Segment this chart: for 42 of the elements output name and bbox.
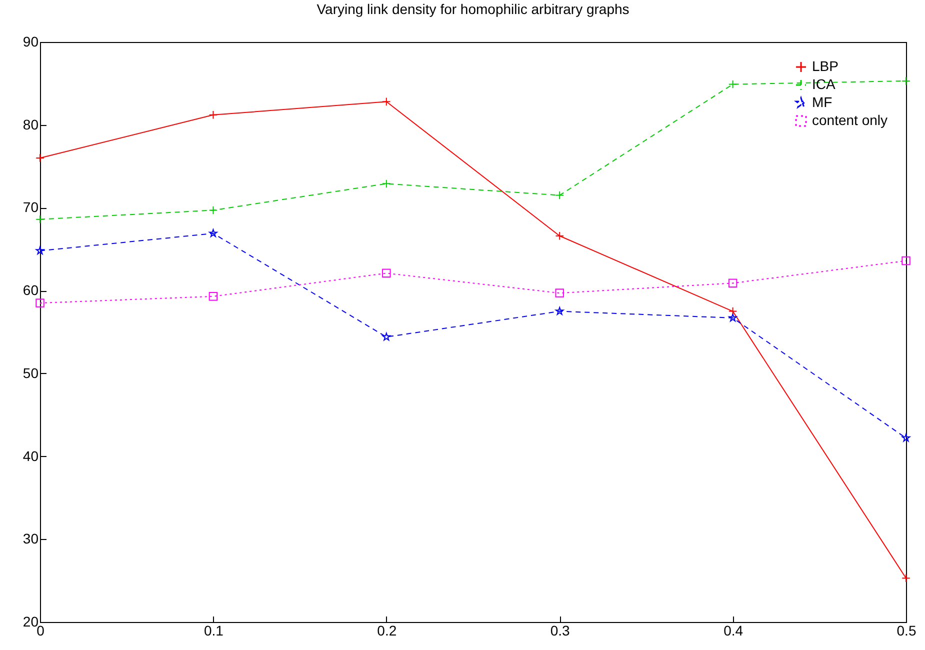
legend-label: ICA (812, 76, 836, 92)
point (728, 306, 738, 316)
point (382, 268, 391, 278)
x-tick-label: 0.5 (896, 622, 916, 638)
x-tick-label: 0.1 (204, 622, 224, 638)
point (208, 206, 218, 215)
point (902, 434, 910, 442)
x-tick-label: 0.4 (724, 622, 744, 638)
y-tick-label: 30 (22, 530, 39, 547)
point (36, 246, 44, 254)
y-tick-label: 90 (22, 34, 39, 50)
point (36, 154, 44, 162)
y-tick-label: 70 (22, 199, 39, 216)
point (209, 229, 218, 238)
point (728, 278, 738, 288)
y-tick-label: 80 (22, 116, 39, 132)
point (208, 292, 218, 301)
point (728, 80, 738, 89)
point (902, 76, 910, 86)
y-tick-label: 60 (22, 282, 39, 298)
chart-title: Varying link density for homophilic arbitrary graphs (316, 1, 630, 17)
point (555, 190, 564, 200)
y-tick-label: 40 (22, 448, 39, 464)
point (555, 306, 564, 315)
point (382, 332, 391, 341)
x-tick-label: 0.2 (377, 622, 397, 638)
point (555, 288, 564, 298)
legend-label: LBP (812, 58, 838, 74)
point (902, 256, 910, 266)
point (382, 97, 391, 106)
point (208, 110, 218, 120)
x-tick-label: 0 (36, 622, 45, 638)
legend-label: MF (812, 94, 832, 110)
point (902, 574, 910, 582)
point (555, 232, 564, 240)
y-tick-label: 50 (22, 364, 39, 381)
legend-label: content only (812, 112, 888, 128)
point (36, 298, 44, 308)
point (728, 314, 737, 322)
point (36, 214, 44, 224)
point (382, 179, 391, 188)
x-tick-label: 0.3 (550, 622, 570, 638)
